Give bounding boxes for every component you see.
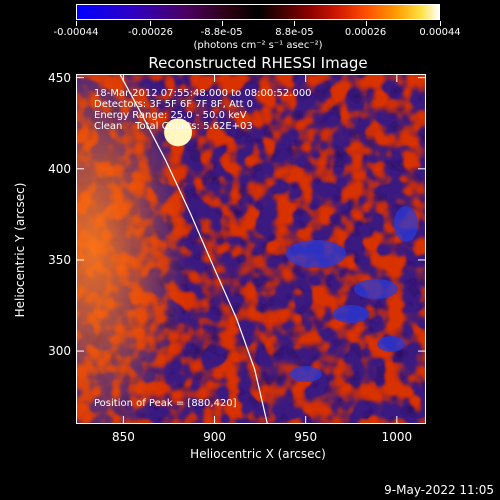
peak-spot [164, 118, 193, 147]
info-energy-range: Energy Range: 25.0 - 50.0 keV [94, 110, 247, 121]
colorbar-tick [150, 21, 152, 26]
colorbar-tick [365, 21, 367, 26]
x-axis-title: Heliocentric X (arcsec) [190, 447, 326, 461]
colorbar-units: (photons cm⁻² s⁻¹ asec⁻²) [193, 40, 323, 51]
colorbar-tick [440, 21, 441, 26]
solar-limb-curve [119, 74, 268, 424]
blue-patch [290, 366, 322, 382]
colorbar-tick-label: -0.00044 [53, 27, 99, 38]
blue-patch [354, 279, 398, 299]
colorbar-tick-label: 0.00026 [344, 27, 387, 38]
y-tick-label: 300 [48, 344, 71, 359]
x-tick-label: 950 [294, 430, 318, 444]
y-tick-label: 350 [48, 252, 71, 267]
blue-patch [333, 305, 369, 323]
x-axis-ticks [122, 74, 398, 424]
y-axis-ticks [76, 77, 426, 352]
blue-patch [377, 336, 405, 352]
info-detectors: Detectors: 3F 5F 6F 7F 8F, Att 0 [94, 99, 254, 110]
peak-position-text: Position of Peak = [880,420] [94, 398, 237, 409]
y-axis-title: Heliocentric Y (arcsec) [13, 182, 27, 318]
blue-patch [286, 240, 346, 268]
blue-patch [394, 206, 418, 242]
colorbar-tick-label: 0.00044 [419, 27, 461, 38]
colorbar-tick-label: -8.8e-05 [200, 27, 243, 38]
heatmap-left-glow [76, 74, 236, 424]
chart-title: Reconstructed RHESSI Image [148, 54, 368, 72]
plot-frame [76, 74, 426, 424]
colorbar-tick [221, 21, 223, 26]
y-tick-label: 400 [48, 161, 71, 176]
x-tick-label: 1000 [381, 430, 413, 444]
plot-timestamp: 9-May-2022 11:05 [384, 483, 494, 497]
colorbar [76, 4, 440, 20]
colorbar-tick-label: 8.8e-05 [275, 27, 314, 38]
x-tick-label: 850 [111, 430, 135, 444]
heatmap-plot [76, 74, 426, 424]
blue-patches [286, 206, 418, 382]
x-tick-label: 900 [203, 430, 226, 444]
colorbar-tick [76, 21, 77, 26]
colorbar-tick [294, 21, 296, 26]
info-time-range: 18-Mar-2012 07:55:48.000 to 08:00:52.000 [94, 88, 312, 99]
colorbar-tick-label: -0.00026 [127, 27, 173, 38]
y-tick-label: 450 [48, 70, 71, 85]
info-clean: Clean Total Counts: 5.62E+03 [94, 121, 253, 132]
